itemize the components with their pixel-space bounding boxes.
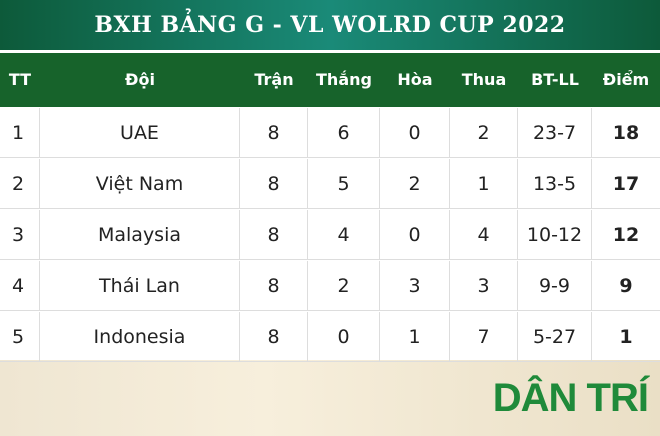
- header-row: TT Đội Trận Thắng Hòa Thua BT-LL Điểm: [0, 53, 660, 107]
- table-cell: 3: [450, 261, 518, 311]
- table-cell: 4: [0, 261, 40, 311]
- table-cell: UAE: [40, 108, 240, 158]
- table-cell: 0: [308, 312, 380, 362]
- table-cell: 2: [308, 261, 380, 311]
- table-cell: 9-9: [518, 261, 592, 311]
- table-cell: 5-27: [518, 312, 592, 362]
- column-header: Trận: [254, 70, 294, 89]
- table-cell: 12: [592, 210, 660, 260]
- table-cell: 0: [380, 210, 450, 260]
- table-cell: Thái Lan: [40, 261, 240, 311]
- table-cell: 2: [450, 108, 518, 158]
- table-cell: 1: [0, 108, 40, 158]
- table-cell: 8: [240, 108, 308, 158]
- table-cell: 0: [380, 108, 450, 158]
- column-header: Hòa: [397, 70, 433, 89]
- table-cell: 8: [240, 210, 308, 260]
- logo: DÂN TRÍ: [492, 376, 649, 420]
- table-cell: 8: [240, 261, 308, 311]
- table-cell: 4: [450, 210, 518, 260]
- table-cell: 7: [450, 312, 518, 362]
- table-cell: 1: [450, 159, 518, 209]
- column-header: TT: [8, 70, 32, 89]
- table-cell: 5: [0, 312, 40, 362]
- title-bar: [0, 0, 660, 50]
- table-cell: 6: [308, 108, 380, 158]
- column-header: Điểm: [602, 70, 650, 89]
- table-cell: 1: [592, 312, 660, 362]
- table-cell: 4: [308, 210, 380, 260]
- table-cell: Malaysia: [40, 210, 240, 260]
- table-cell: 13-5: [518, 159, 592, 209]
- table-cell: 1: [380, 312, 450, 362]
- footer-background: [0, 360, 660, 436]
- table-cell: 2: [0, 159, 40, 209]
- table-cell: 10-12: [518, 210, 592, 260]
- table-cell: 9: [592, 261, 660, 311]
- column-header: Đội: [125, 70, 155, 89]
- table-cell: Việt Nam: [40, 159, 240, 209]
- table-cell: 8: [240, 159, 308, 209]
- table-cell: 5: [308, 159, 380, 209]
- column-header: BT-LL: [531, 70, 579, 89]
- table-cell: 2: [380, 159, 450, 209]
- table-cell: 17: [592, 159, 660, 209]
- table-cell: Indonesia: [40, 312, 240, 362]
- table-cell: 23-7: [518, 108, 592, 158]
- table-cell: 3: [380, 261, 450, 311]
- column-header: Thua: [461, 70, 507, 89]
- table-cell: 18: [592, 108, 660, 158]
- table-cell: 8: [240, 312, 308, 362]
- table-cell: 3: [0, 210, 40, 260]
- column-header: Thắng: [316, 70, 372, 89]
- title: BXH BẢNG G - VL WOLRD CUP 2022: [94, 12, 566, 38]
